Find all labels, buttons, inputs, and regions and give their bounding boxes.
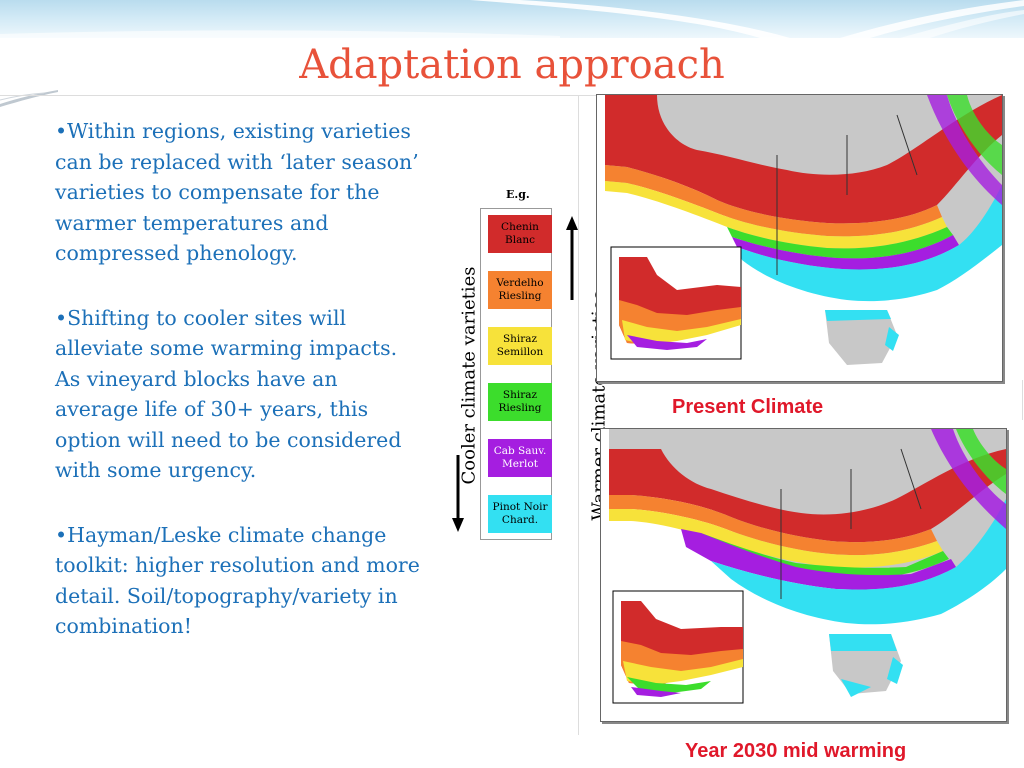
bullet-dot-icon: • — [55, 522, 68, 547]
legend-eg-label: E.g. — [506, 188, 530, 201]
bullet-item: •Shifting to cooler sites will alleviate… — [55, 303, 425, 486]
separator-line — [578, 95, 579, 735]
bullet-list: •Within regions, existing varieties can … — [55, 116, 425, 676]
legend-item-pinot-noir-chard: Pinot Noir Chard. — [488, 495, 552, 533]
slide-title: Adaptation approach — [299, 42, 725, 88]
legend-item-cab-sauv-merlot: Cab Sauv. Merlot — [488, 439, 552, 477]
legend-item-chenin-blanc: Chenin Blanc — [488, 215, 552, 253]
australia-map-present — [597, 95, 1002, 381]
bullet-dot-icon: • — [55, 119, 68, 143]
legend-item-shiraz-semillon: Shiraz Semillon — [488, 327, 552, 365]
bullet-item: •Hayman/Leske climate change toolkit: hi… — [55, 520, 425, 642]
separator-line — [1022, 380, 1023, 420]
australia-map-2030 — [601, 429, 1006, 721]
variety-legend: E.g. Chenin Blanc Verdelho Riesling Shiraz… — [440, 180, 610, 560]
present-climate-label: Present Climate — [672, 396, 824, 418]
bullet-dot-icon: • — [55, 305, 68, 330]
separator-line — [0, 95, 596, 96]
bullet-text: Shifting to cooler sites will alleviate … — [55, 305, 402, 483]
legend-frame: Chenin Blanc Verdelho Riesling Shiraz Semil… — [480, 208, 552, 540]
legend-arrows — [452, 216, 578, 532]
future-climate-label: Year 2030 mid warming — [685, 740, 907, 762]
top-decorative-band — [0, 0, 1024, 38]
swoosh-decoration — [0, 0, 1024, 38]
bullet-item: •Within regions, existing varieties can … — [55, 116, 425, 269]
bullet-text: Hayman/Leske climate change toolkit: hig… — [55, 522, 420, 639]
down-arrow-icon — [452, 455, 464, 532]
present-climate-map — [596, 94, 1003, 382]
legend-item-verdelho-riesling: Verdelho Riesling — [488, 271, 552, 309]
future-climate-map — [600, 428, 1007, 722]
up-arrow-icon — [566, 216, 578, 300]
bullet-text: Within regions, existing varieties can b… — [55, 119, 419, 265]
left-swoosh-decoration — [0, 90, 58, 107]
legend-item-shiraz-riesling: Shiraz Riesling — [488, 383, 552, 421]
